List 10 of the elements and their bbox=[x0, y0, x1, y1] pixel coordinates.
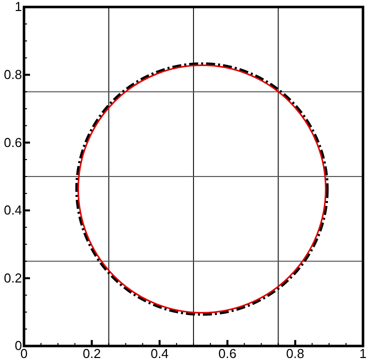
x-tick-label: 0.4 bbox=[150, 346, 169, 362]
y-tick-label: 0.6 bbox=[4, 134, 22, 150]
y-tick-label: 0.4 bbox=[4, 202, 22, 218]
x-tick-label: 0.8 bbox=[286, 346, 304, 362]
y-tick-label: 1 bbox=[14, 0, 22, 14]
x-tick-label: 0.6 bbox=[218, 346, 236, 362]
x-tick-label: 0.2 bbox=[82, 346, 101, 362]
y-tick-label: 0.8 bbox=[4, 66, 22, 82]
y-tick-label: 0.2 bbox=[4, 270, 22, 286]
x-tick-label: 1 bbox=[359, 346, 367, 362]
